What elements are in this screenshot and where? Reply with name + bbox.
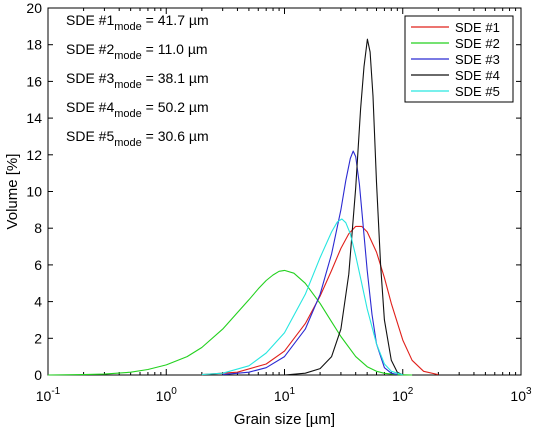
series-line-1 [201, 225, 439, 376]
x-tick-label: 100 [156, 386, 178, 404]
y-tick-label: 12 [26, 147, 42, 163]
legend-entry: SDE #5 [455, 84, 500, 99]
mode-annotations: SDE #1mode = 41.7 µm SDE #2mode = 11.0 µm… [66, 12, 209, 149]
legend-entry: SDE #4 [455, 68, 500, 83]
series-line-5 [201, 218, 403, 376]
y-tick-label: 18 [26, 37, 42, 53]
y-tick-label: 20 [26, 0, 42, 16]
y-tick-label: 6 [34, 257, 42, 273]
x-tick-label: 10-1 [36, 386, 61, 404]
y-tick-label: 10 [26, 184, 42, 200]
mode-annotation: SDE #5mode = 30.6 µm [66, 128, 209, 149]
axis-ticks: 0 2 4 6 8 10 12 14 16 18 20 10-1 100 101 102 103 [26, 0, 532, 404]
mode-annotation: SDE #1mode = 41.7 µm [66, 12, 209, 33]
mode-annotation: SDE #3mode = 38.1 µm [66, 70, 209, 91]
legend-entry: SDE #2 [455, 36, 500, 51]
series-line-4 [284, 38, 404, 376]
x-tick-label: 101 [274, 386, 296, 404]
x-tick-label: 102 [392, 386, 414, 404]
y-tick-label: 4 [34, 294, 42, 310]
mode-annotation: SDE #4mode = 50.2 µm [66, 99, 209, 120]
series-lines [47, 38, 439, 376]
y-tick-label: 0 [34, 367, 42, 383]
legend-entry: SDE #3 [455, 52, 500, 67]
y-tick-label: 14 [26, 110, 42, 126]
legend-entry: SDE #1 [455, 20, 500, 35]
series-line-2 [47, 269, 413, 376]
x-axis-title: Grain size [µm] [234, 411, 335, 428]
mode-annotation: SDE #2mode = 11.0 µm [66, 41, 208, 62]
y-tick-label: 2 [34, 330, 42, 346]
y-tick-label: 8 [34, 220, 42, 236]
x-tick-label: 103 [510, 386, 532, 404]
y-axis-title: Volume [%] [4, 154, 21, 230]
y-tick-label: 16 [26, 73, 42, 89]
